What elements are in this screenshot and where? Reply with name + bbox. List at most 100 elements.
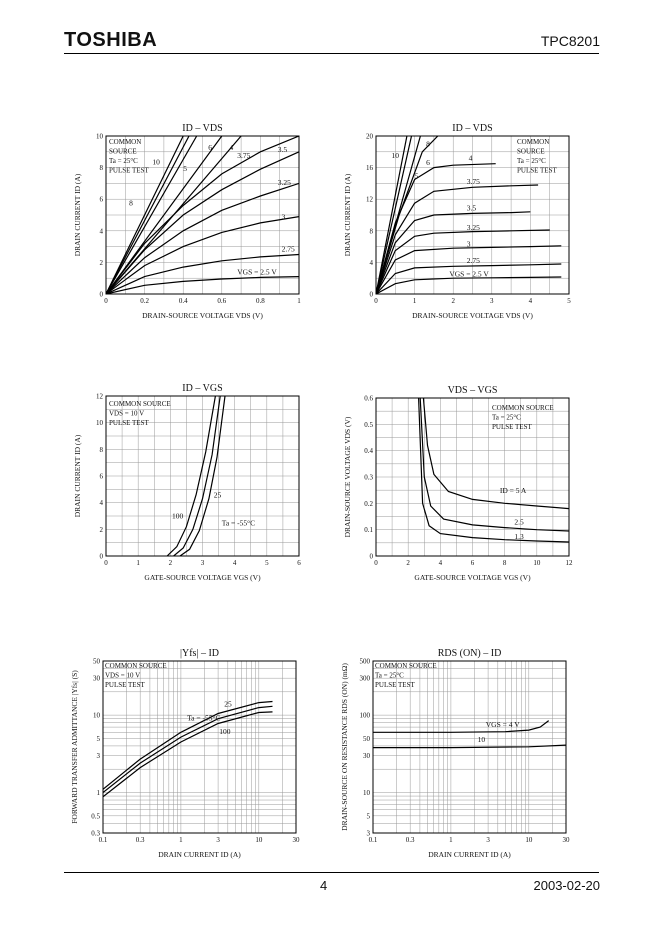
y-tick-label: 8 [100,446,104,454]
series-curve [103,705,273,793]
document-date: 2003-02-20 [533,878,601,893]
x-axis-label: DRAIN CURRENT ID (A) [428,850,511,859]
x-tick-label: 0 [104,559,108,567]
x-tick-label: 0.1 [99,836,108,844]
x-tick-label: 1 [179,836,183,844]
y-tick-label: 4 [100,227,104,235]
test-condition: Ta = 25°C [109,157,138,165]
x-tick-label: 2 [451,297,455,305]
y-tick-label: 10 [96,419,104,427]
chart-title: ID – VGS [182,383,222,394]
x-axis-label: GATE-SOURCE VOLTAGE VGS (V) [144,573,261,582]
x-tick-label: 10 [525,836,533,844]
y-tick-label: 5 [367,812,371,820]
chart-vds-vgs: 0 2 4 6 8 10 12 0 0.1 0.2 0.3 0.4 0.5 0.6 VDS – VGS GAT… [343,385,573,582]
y-tick-label: 0.1 [364,526,373,534]
y-tick-label: 300 [360,675,371,683]
y-tick-label: 2 [100,526,104,534]
test-condition: PULSE TEST [109,167,149,175]
x-tick-label: 1 [413,297,417,305]
test-condition: PULSE TEST [517,167,557,175]
x-tick-label: 0.1 [369,836,378,844]
y-tick-label: 0 [370,291,374,299]
series-label: 6 [208,143,212,152]
y-tick-label: 0.4 [364,447,373,455]
series-label: 8 [129,199,133,208]
x-axis-label: DRAIN CURRENT ID (A) [158,850,241,859]
test-condition: COMMON SOURCE [492,404,554,412]
series-label: 3.25 [467,223,480,232]
x-axis-label: DRAIN-SOURCE VOLTAGE VDS (V) [412,311,533,320]
y-tick-label: 100 [360,712,371,720]
test-condition: COMMON SOURCE [105,662,167,670]
x-axis-label: GATE-SOURCE VOLTAGE VGS (V) [414,573,531,582]
series-label: 4 [469,153,473,162]
series-label: 25 [214,490,222,499]
y-axis-label: DRAIN CURRENT ID (A) [73,434,82,517]
series-curve [106,136,198,294]
plot-frame [102,660,297,834]
y-tick-label: 12 [366,196,374,204]
series-curve [419,398,569,532]
series-curve [376,211,531,294]
series-label: Ta = -55°C [222,518,255,527]
test-condition: PULSE TEST [492,423,532,431]
y-tick-label: 0 [370,553,374,561]
series-curve [376,163,496,294]
x-tick-label: 3 [201,559,205,567]
test-condition: Ta = 25°C [492,414,521,422]
y-tick-label: 6 [100,196,104,204]
x-tick-label: 0.8 [256,297,265,305]
series-label: 6 [426,158,430,167]
y-tick-label: 2 [100,259,104,267]
y-tick-label: 3 [97,752,101,760]
y-tick-label: 50 [93,658,101,666]
x-tick-label: 8 [503,559,507,567]
series-curve [106,182,299,294]
y-tick-label: 4 [370,259,374,267]
y-tick-label: 0.3 [364,474,373,482]
x-tick-label: 3 [486,836,490,844]
header-rule [64,53,599,54]
series-curve [376,136,408,294]
series-label: 5 [415,172,419,181]
series-label: 3 [282,213,286,222]
series-curve [422,398,569,510]
plot-frame [375,135,570,295]
x-tick-label: 4 [529,297,533,305]
series-label: 10 [478,735,486,744]
y-tick-label: 0.2 [364,500,373,508]
y-axis-label: DRAIN CURRENT ID (A) [343,173,352,256]
y-tick-label: 1 [97,789,101,797]
series-curve [106,216,299,294]
series-label: ID = 5 A [500,486,527,495]
chart-title: ID – VDS [182,123,222,134]
test-condition: COMMON [109,138,141,146]
series-curve [106,136,299,294]
series-curve [373,720,550,733]
x-tick-label: 10 [255,836,263,844]
chart-rdson-id: 0.1 0.3 1 3 10 30 3 5 10 30 50 100 300 500 RDS (ON) – … [340,648,570,859]
y-tick-label: 0 [100,553,104,561]
x-tick-label: 6 [471,559,475,567]
x-tick-label: 30 [293,836,301,844]
series-curve [179,396,226,556]
chart-title: VDS – VGS [448,385,498,396]
x-axis-label: DRAIN-SOURCE VOLTAGE VDS (V) [142,311,263,320]
part-number: TPC8201 [540,33,600,49]
y-tick-label: 0.3 [91,830,100,838]
test-condition: SOURCE [517,148,545,156]
series-label: 3.5 [467,203,477,212]
series-curve [376,136,439,294]
x-tick-label: 0.3 [136,836,145,844]
footer-rule [64,872,599,873]
y-tick-label: 0 [100,291,104,299]
y-tick-label: 10 [363,789,371,797]
x-tick-label: 0 [104,297,108,305]
test-condition: Ta = 25°C [517,157,546,165]
test-condition: COMMON SOURCE [109,400,171,408]
page-number: 4 [320,878,328,893]
series-label: 3.75 [237,151,250,160]
